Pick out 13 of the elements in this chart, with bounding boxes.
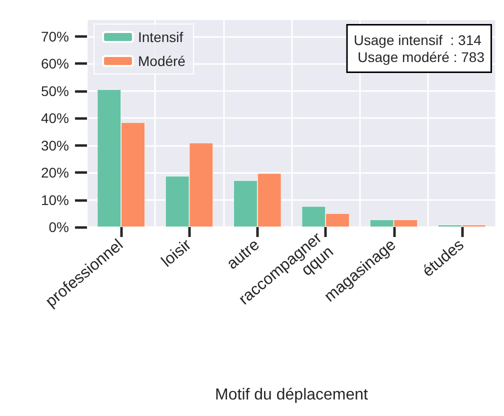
y-tick-label: 70% xyxy=(40,28,69,44)
y-tick-label: 40% xyxy=(40,110,69,126)
legend-label: Intensif xyxy=(138,29,184,45)
x-tick-label: loisir xyxy=(158,236,196,271)
y-tick-label: 50% xyxy=(40,82,69,99)
y-tick-label: 0% xyxy=(48,219,69,235)
annotation: Usage intensif : 314 Usage modéré : 783 xyxy=(354,32,485,65)
y-tick-label: 60% xyxy=(40,56,69,72)
legend-label: Modéré xyxy=(138,53,186,69)
y-tick-label: 20% xyxy=(40,164,69,181)
x-axis-title: Motif du déplacement xyxy=(215,386,369,404)
y-tick-label: 30% xyxy=(40,137,69,154)
y-tick-label: 10% xyxy=(40,192,69,208)
